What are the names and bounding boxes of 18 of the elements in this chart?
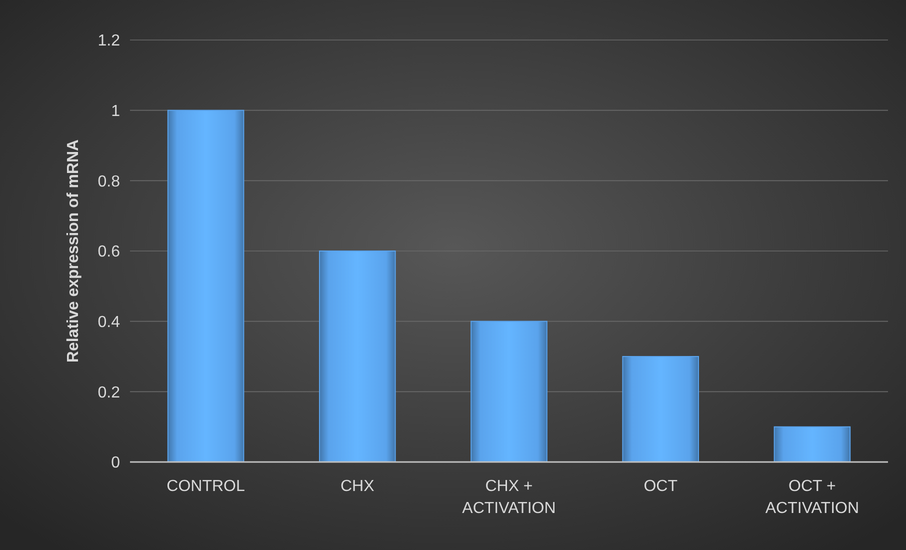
x-tick-label: CHX [340, 478, 375, 495]
y-tick-label: 1.2 [98, 32, 120, 50]
bar [622, 356, 699, 462]
y-tick-label: 0.8 [98, 173, 120, 190]
bar [167, 110, 244, 462]
bar [774, 426, 851, 462]
x-tick-label: OCT [644, 478, 678, 495]
y-tick-label: 0 [111, 454, 120, 472]
x-tick-label: OCT + ACTIVATION [765, 478, 860, 517]
y-tick-label: 0.6 [98, 244, 120, 261]
x-tick-label: CHX + ACTIVATION [462, 478, 556, 517]
y-axis-title: Relative expression of mRNA [65, 138, 82, 363]
y-tick-label: 1 [111, 102, 120, 120]
y-tick-label: 0.2 [98, 384, 120, 402]
y-tick-label: 0.4 [98, 314, 120, 331]
x-tick-label: CONTROL [166, 478, 246, 495]
bar [470, 320, 548, 462]
bar [319, 250, 396, 462]
